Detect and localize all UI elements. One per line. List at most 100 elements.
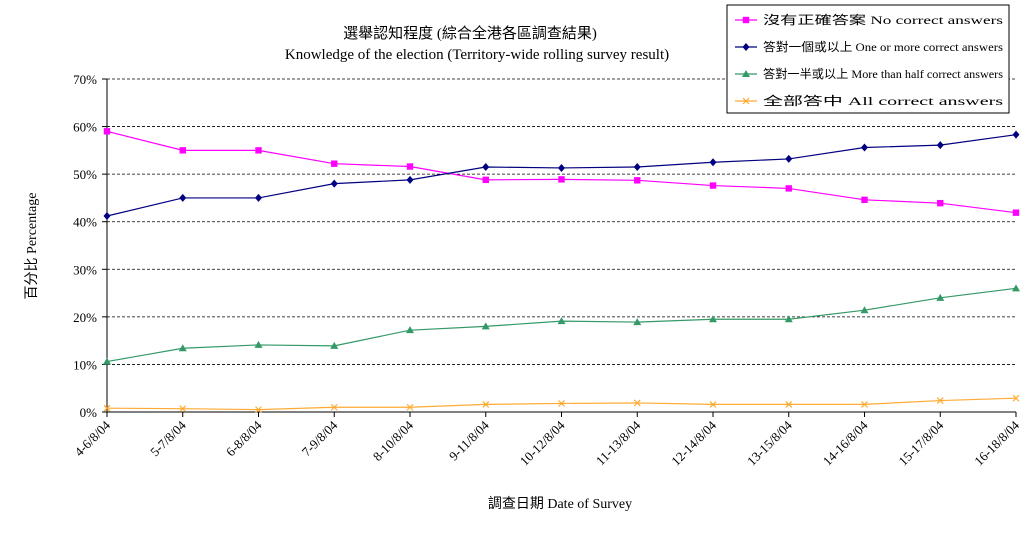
data-point — [861, 196, 868, 204]
data-point — [406, 163, 414, 170]
data-point — [103, 128, 111, 135]
x-tick-label: 13-15/8/04 — [744, 417, 795, 468]
data-point — [103, 357, 111, 365]
x-tick-labels: 4-6/8/04 5-7/8/04 6-8/8/04 7-9/8/04 8-10/8/0… — [71, 417, 1020, 468]
data-point — [557, 317, 566, 325]
data-point — [634, 177, 641, 184]
x-axis-title: 調查日期 Date of Survey — [488, 496, 632, 512]
x-tick-label: 9-11/8/04 — [446, 417, 492, 463]
series — [103, 128, 1020, 414]
data-point — [179, 193, 187, 202]
legend-item: 答對一半或以上 More than half correct answers — [735, 66, 1003, 81]
data-point — [784, 315, 793, 323]
data-point — [633, 318, 642, 326]
data-point — [785, 154, 793, 163]
data-point — [481, 322, 490, 330]
legend: 沒有正確答案 No correct answers 答對一個或以上 One or … — [726, 4, 1010, 114]
data-point — [1012, 284, 1020, 292]
data-point — [406, 175, 414, 184]
legend-label: 全部答中 All correct answers — [763, 93, 1004, 108]
data-point — [406, 403, 414, 411]
data-point — [482, 400, 490, 408]
data-point — [860, 306, 869, 314]
y-tick-label: 60% — [73, 120, 97, 135]
data-point — [103, 212, 111, 221]
x-tick-label: 8-10/8/04 — [370, 417, 417, 464]
legend-item: 答對一個或以上 One or more correct answers — [735, 39, 1003, 54]
series-line — [106, 130, 1017, 214]
y-tick-label: 0% — [80, 405, 98, 420]
y-axis-title: 百分比 Percentage — [24, 193, 40, 300]
series-4 — [103, 394, 1020, 414]
data-point — [331, 160, 338, 167]
data-point — [936, 397, 944, 405]
data-point — [861, 400, 868, 408]
data-point — [1012, 130, 1020, 139]
data-point — [254, 340, 263, 348]
chart-subtitle: Knowledge of the election (Territory-wid… — [285, 47, 669, 63]
data-point — [558, 176, 565, 183]
legend-marker — [742, 70, 750, 77]
x-tick-label: 5-7/8/04 — [147, 417, 189, 459]
x-tick-label: 11-13/8/04 — [593, 417, 644, 468]
chart-title: 選舉認知程度 (綜合全港各區調查結果) — [343, 24, 597, 42]
y-tick-label: 30% — [73, 262, 97, 277]
data-point — [179, 405, 187, 413]
y-tick-label: 50% — [73, 167, 97, 182]
x-tick-label: 6-8/8/04 — [223, 417, 265, 459]
data-point — [482, 176, 489, 184]
data-point — [936, 293, 945, 301]
legend-label: 答對一個或以上 One or more correct answers — [763, 39, 1003, 54]
data-point — [330, 341, 339, 349]
x-tick-label: 12-14/8/04 — [668, 417, 719, 468]
data-point — [255, 147, 262, 154]
legend-marker — [742, 97, 750, 105]
y-tick-label: 70% — [73, 72, 97, 87]
x-tick-label: 15-17/8/04 — [895, 417, 946, 468]
data-point — [179, 147, 186, 154]
y-tick-labels: 0% 10% 20% 30% 40% 50% 60% 70% — [73, 72, 97, 420]
legend-label: 答對一半或以上 More than half correct answers — [763, 66, 1003, 81]
data-point — [482, 163, 490, 172]
x-tick-label: 10-12/8/04 — [517, 417, 568, 468]
data-point — [558, 163, 565, 172]
data-point — [937, 199, 944, 207]
data-point — [709, 158, 717, 167]
y-tick-label: 10% — [73, 357, 97, 372]
series-3 — [103, 284, 1020, 365]
legend-item: 沒有正確答案 No correct answers — [735, 12, 1003, 27]
data-point — [178, 344, 187, 352]
axes — [102, 78, 1017, 417]
y-tick-label: 20% — [73, 310, 97, 325]
series-1 — [103, 128, 1020, 216]
legend-label: 沒有正確答案 No correct answers — [763, 12, 1003, 27]
series-line — [106, 287, 1017, 363]
y-tick-label: 40% — [73, 215, 97, 230]
x-tick-label: 4-6/8/04 — [71, 417, 113, 459]
x-tick-label: 14-16/8/04 — [820, 417, 871, 468]
series-line — [106, 134, 1017, 217]
data-point — [709, 400, 717, 408]
data-point — [633, 163, 641, 172]
data-point — [861, 143, 868, 152]
legend-box — [726, 4, 1010, 114]
data-point — [1012, 209, 1020, 216]
data-point — [103, 404, 111, 412]
series-2 — [103, 130, 1020, 221]
data-point — [633, 399, 641, 407]
data-point — [785, 185, 792, 192]
data-point — [785, 400, 793, 408]
data-point — [709, 315, 717, 323]
legend-marker — [742, 16, 750, 24]
data-point — [255, 193, 262, 202]
legend-item: 全部答中 All correct answers — [735, 93, 1004, 108]
data-point — [709, 182, 717, 189]
data-point — [558, 400, 565, 407]
legend-marker — [742, 43, 750, 51]
data-point — [406, 326, 414, 334]
data-point — [330, 403, 338, 411]
data-point — [936, 141, 944, 150]
data-point — [1012, 394, 1020, 402]
